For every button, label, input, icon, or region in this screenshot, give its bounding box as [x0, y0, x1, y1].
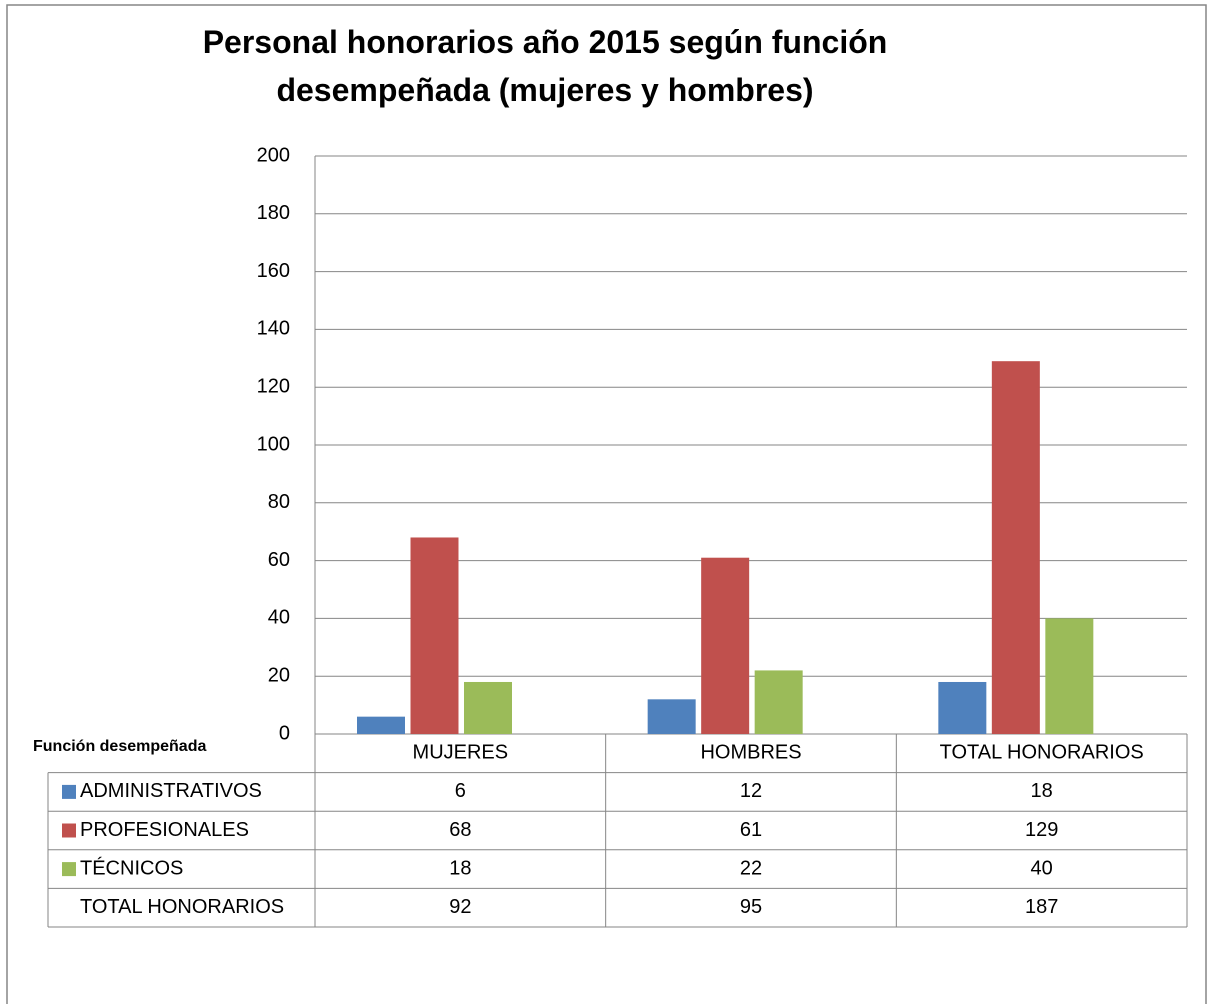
table-header: Función desempeñada	[33, 738, 206, 755]
y-tick-label: 60	[268, 549, 290, 571]
table-row-label: TOTAL HONORARIOS	[80, 896, 284, 918]
table-cell: 40	[1031, 857, 1053, 879]
table-cell: 187	[1025, 896, 1058, 918]
y-tick-label: 120	[257, 375, 290, 397]
table-cell: 6	[455, 780, 466, 802]
y-tick-label: 80	[268, 491, 290, 513]
legend-label: TÉCNICOS	[80, 856, 183, 879]
bar	[701, 557, 750, 734]
y-tick-label: 40	[268, 607, 290, 629]
table-cell: 22	[740, 857, 762, 879]
y-tick-label: 200	[257, 144, 290, 166]
bar	[938, 681, 987, 734]
bar	[357, 716, 405, 734]
y-tick-label: 180	[257, 202, 290, 224]
table-column-header: MUJERES	[413, 742, 509, 764]
chart-title: Personal honorarios año 2015 según funci…	[202, 24, 888, 108]
table-cell: 68	[449, 819, 471, 841]
bar	[754, 670, 803, 734]
legend-key	[62, 862, 76, 877]
table-column-header: TOTAL HONORARIOS	[940, 742, 1144, 764]
bar	[1045, 618, 1094, 734]
table-cell: 18	[1031, 780, 1053, 802]
y-tick-label: 140	[257, 318, 290, 340]
legend-label: PROFESIONALES	[80, 819, 249, 841]
y-tick-label: 0	[279, 722, 290, 744]
table-cell: 92	[449, 896, 471, 918]
bar	[647, 699, 696, 734]
legend-label: ADMINISTRATIVOS	[80, 780, 262, 802]
bar	[410, 537, 459, 734]
chart-border	[6, 4, 1207, 1004]
bar	[991, 361, 1040, 734]
table-cell: 95	[740, 896, 762, 918]
y-tick-label: 160	[257, 260, 290, 282]
legend-key	[62, 823, 76, 838]
legend-key	[62, 784, 76, 799]
table-cell: 129	[1025, 819, 1058, 841]
y-tick-label: 100	[257, 433, 290, 455]
table-cell: 61	[740, 819, 762, 841]
y-tick-label: 20	[268, 664, 290, 686]
table-cell: 18	[449, 857, 471, 879]
table-column-header: HOMBRES	[700, 742, 801, 764]
table-cell: 12	[740, 780, 762, 802]
bar	[464, 681, 512, 734]
